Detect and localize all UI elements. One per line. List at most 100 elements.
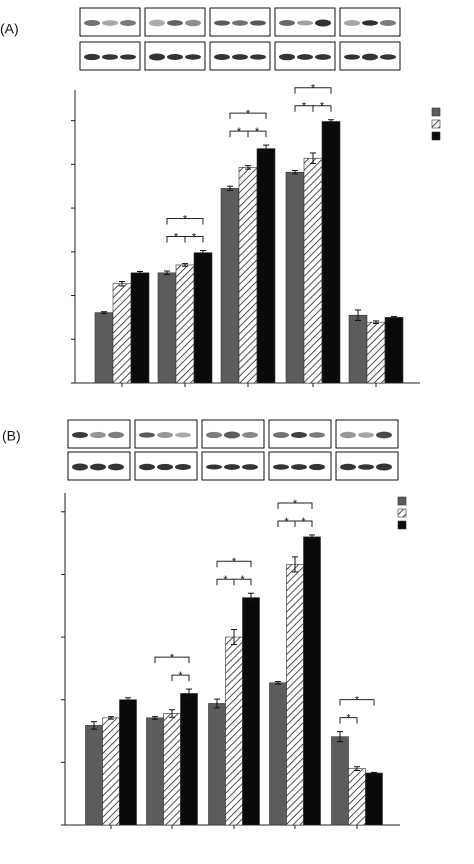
blot-band [297, 54, 313, 60]
blot-band [376, 431, 392, 439]
blot-band [84, 19, 100, 27]
error-bar [169, 709, 175, 718]
blot-band [175, 432, 191, 438]
bar [208, 703, 226, 826]
blot-band [344, 54, 360, 60]
blot-band [157, 432, 173, 438]
error-bar [245, 165, 251, 170]
error-bar [310, 152, 316, 164]
legend-swatch [431, 131, 441, 141]
error-bar [108, 716, 114, 720]
significance-mark: * [174, 231, 179, 243]
blot-band [185, 19, 201, 27]
blot-band [380, 54, 396, 60]
blot-band [273, 464, 289, 470]
blot-band [224, 464, 240, 470]
blot-band [376, 463, 392, 471]
legend-swatch [431, 119, 441, 129]
significance-bracket [339, 699, 375, 706]
blot-band [242, 432, 258, 438]
bar [321, 121, 341, 384]
blot-band [362, 53, 378, 61]
blot-band [344, 20, 360, 26]
blot-band [149, 19, 165, 27]
error-bar [101, 311, 107, 314]
bar [286, 564, 304, 826]
significance-mark: * [355, 695, 360, 707]
blot-band [214, 20, 230, 26]
bar [146, 717, 164, 826]
bar [130, 272, 150, 384]
blot-band [206, 464, 222, 470]
significance-bracket [247, 130, 267, 138]
error-bar [275, 681, 281, 685]
error-bar [119, 281, 125, 287]
bar [220, 188, 240, 384]
significance-mark: * [311, 83, 316, 95]
bar [348, 768, 366, 826]
error-bar [354, 766, 360, 772]
error-bar [248, 592, 254, 603]
blot-band [108, 463, 124, 471]
legend-swatch [397, 520, 407, 530]
error-bar [137, 270, 143, 275]
significance-bracket [184, 235, 204, 243]
legend-swatch [431, 107, 441, 117]
error-bar [371, 771, 377, 775]
error-bar [337, 731, 343, 743]
blot-band [167, 54, 183, 60]
blot-band [167, 20, 183, 26]
bar [180, 693, 198, 826]
blot-band [72, 463, 88, 471]
blot-band [90, 463, 106, 471]
error-bar [91, 721, 97, 730]
significance-bracket [166, 217, 204, 225]
significance-mark: * [178, 670, 183, 682]
significance-mark: * [301, 516, 306, 528]
error-bar [186, 688, 192, 699]
bar [94, 312, 114, 384]
blot-band [362, 20, 378, 26]
bar [112, 283, 132, 384]
error-bar [373, 320, 379, 325]
blot-band [102, 20, 118, 26]
blot-band [291, 432, 307, 438]
significance-mark: * [246, 108, 251, 120]
blot-band [279, 53, 295, 61]
error-bar [214, 698, 220, 709]
blot-band [309, 463, 325, 471]
bar [242, 597, 260, 826]
bar [225, 636, 243, 826]
bar [193, 252, 213, 384]
blot-panel [335, 419, 399, 449]
blot-band [291, 464, 307, 470]
significance-mark: * [346, 713, 351, 725]
error-bar [182, 263, 188, 267]
panel-label: (B) [2, 428, 21, 444]
blot-band [72, 432, 88, 438]
significance-mark: * [183, 213, 188, 225]
error-bar [309, 534, 315, 540]
error-bar [355, 309, 361, 321]
bar [238, 167, 258, 384]
significance-mark: * [223, 574, 228, 586]
panel-label: (A) [0, 21, 19, 37]
error-bar [200, 249, 206, 256]
bar [303, 536, 321, 826]
blot-band [358, 432, 374, 438]
significance-bracket [216, 560, 252, 568]
bar [269, 682, 287, 826]
bar [175, 264, 195, 384]
error-bar [391, 316, 397, 319]
significance-mark: * [237, 126, 242, 138]
significance-mark: * [232, 556, 237, 568]
bar [366, 321, 386, 384]
blot-band [250, 20, 266, 26]
significance-bracket [312, 105, 332, 112]
blot-band [250, 54, 266, 60]
blot-band [175, 463, 191, 471]
blot-band [120, 19, 136, 27]
blot-band [108, 431, 124, 439]
